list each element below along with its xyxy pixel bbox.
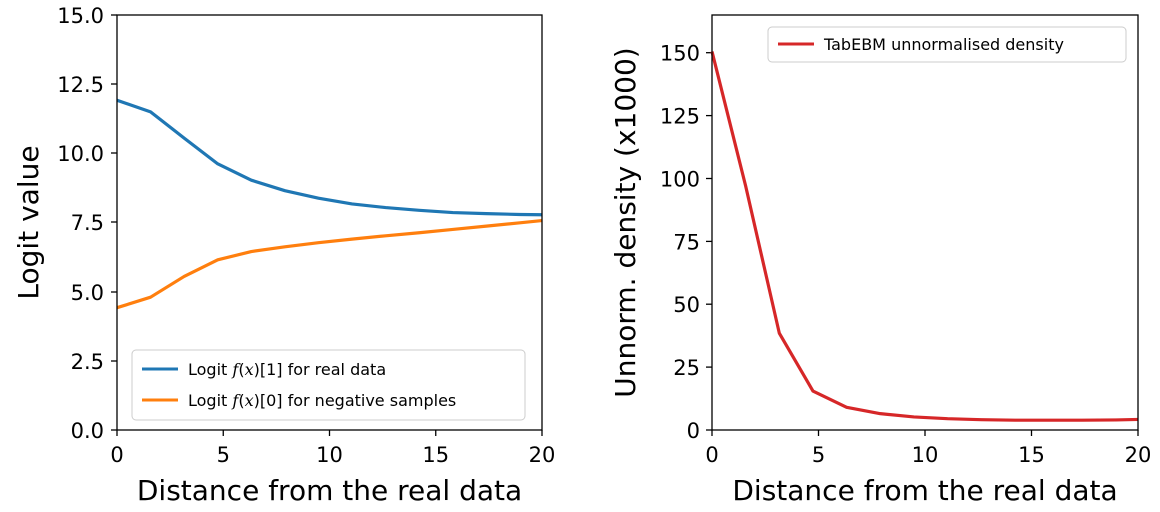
y-tick: 0.0 <box>71 419 117 443</box>
legend-label-real-data: Logit f(x)[1] for real data <box>188 360 386 379</box>
x-tick-label: 15 <box>1018 443 1045 467</box>
x-tick: 20 <box>529 430 556 467</box>
x-tick: 0 <box>705 430 719 467</box>
series-layer <box>710 51 1139 422</box>
series-layer <box>116 98 543 310</box>
y-tick: 7.5 <box>71 211 117 235</box>
chart-unnormalised-density: 0 25 50 75 100 125 150 0 5 10 15 20 Dist… <box>609 14 1151 507</box>
y-tick-label: 7.5 <box>71 211 104 235</box>
x-tick-label: 10 <box>912 443 939 467</box>
x-tick: 5 <box>217 430 230 467</box>
legend-entry-real-data: Logit f(x)[1] for real data <box>142 360 386 379</box>
y-tick: 5.0 <box>71 281 117 305</box>
plot-frame <box>116 14 543 431</box>
x-tick: 15 <box>422 430 449 467</box>
y-tick-label: 10.0 <box>57 142 104 166</box>
x-ticks: 0 5 10 15 20 <box>705 430 1151 467</box>
x-tick: 5 <box>812 430 825 467</box>
y-tick: 75 <box>673 230 712 254</box>
y-tick-label: 125 <box>660 105 700 129</box>
x-tick: 10 <box>316 430 343 467</box>
y-tick: 15.0 <box>57 4 117 28</box>
y-tick-label: 0 <box>687 419 700 443</box>
x-tick-label: 20 <box>1125 443 1152 467</box>
x-tick: 10 <box>912 430 939 467</box>
x-axis-label: Distance from the real data <box>732 474 1117 507</box>
y-tick-label: 50 <box>673 293 700 317</box>
x-tick-label: 5 <box>812 443 825 467</box>
x-tick: 15 <box>1018 430 1045 467</box>
y-tick: 0 <box>687 419 712 443</box>
y-axis-label: Logit value <box>12 145 45 299</box>
plot-frame <box>711 14 1139 431</box>
y-tick-label: 5.0 <box>71 281 104 305</box>
x-tick: 20 <box>1125 430 1152 467</box>
y-tick: 12.5 <box>57 73 117 97</box>
y-tick: 10.0 <box>57 142 117 166</box>
y-tick: 150 <box>660 42 712 66</box>
legend-entry-negative-samples: Logit f(x)[0] for negative samples <box>142 391 456 410</box>
x-tick-label: 15 <box>422 443 449 467</box>
x-tick: 0 <box>110 430 124 467</box>
series-line-tabebm-density <box>710 51 1139 422</box>
y-tick-label: 0.0 <box>71 419 104 443</box>
x-tick-label: 10 <box>316 443 343 467</box>
x-tick-label: 0 <box>110 443 123 467</box>
legend: TabEBM unnormalised density <box>767 26 1127 63</box>
legend-box <box>131 349 526 421</box>
y-tick-label: 12.5 <box>57 73 104 97</box>
y-axis-label: Unnorm. density (x1000) <box>609 47 642 397</box>
y-tick: 100 <box>660 168 712 192</box>
y-ticks: 0 25 50 75 100 125 150 <box>660 42 712 443</box>
x-tick-label: 20 <box>529 443 556 467</box>
chart-logit-values: 0.0 2.5 5.0 7.5 10.0 12.5 15.0 0 5 10 15… <box>12 4 555 507</box>
y-tick: 50 <box>673 293 712 317</box>
series-line-negative-samples <box>116 218 543 310</box>
y-tick-label: 2.5 <box>71 350 104 374</box>
y-tick-label: 15.0 <box>57 4 104 28</box>
x-ticks: 0 5 10 15 20 <box>110 430 555 467</box>
y-tick-label: 150 <box>660 42 700 66</box>
legend-entry-tabebm-density: TabEBM unnormalised density <box>778 35 1064 54</box>
y-tick: 25 <box>673 356 712 380</box>
y-tick: 2.5 <box>71 350 117 374</box>
legend-label-tabebm-density: TabEBM unnormalised density <box>823 35 1064 54</box>
x-tick-label: 0 <box>705 443 718 467</box>
legend-label-negative-samples: Logit f(x)[0] for negative samples <box>188 391 456 410</box>
legend: Logit f(x)[1] for real data Logit f(x)[0… <box>131 349 526 421</box>
y-tick: 125 <box>660 105 712 129</box>
legend-box <box>767 26 1127 63</box>
y-tick-label: 25 <box>673 356 700 380</box>
y-ticks: 0.0 2.5 5.0 7.5 10.0 12.5 15.0 <box>57 4 117 443</box>
x-axis-label: Distance from the real data <box>137 474 522 507</box>
y-tick-label: 100 <box>660 168 700 192</box>
y-tick-label: 75 <box>673 230 700 254</box>
x-tick-label: 5 <box>217 443 230 467</box>
series-line-real-data <box>116 98 543 217</box>
